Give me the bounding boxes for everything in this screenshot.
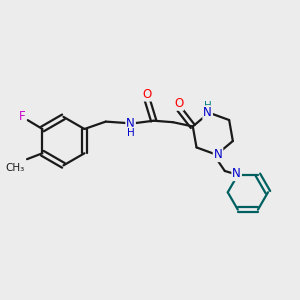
Text: N: N <box>232 167 241 180</box>
Text: H: H <box>204 101 212 111</box>
Text: CH₃: CH₃ <box>5 163 25 173</box>
Text: H: H <box>127 128 134 137</box>
Text: F: F <box>19 110 26 123</box>
Text: O: O <box>174 97 183 110</box>
Text: N: N <box>126 117 135 130</box>
Text: O: O <box>142 88 152 100</box>
Text: N: N <box>214 148 222 161</box>
Text: N: N <box>203 106 212 119</box>
